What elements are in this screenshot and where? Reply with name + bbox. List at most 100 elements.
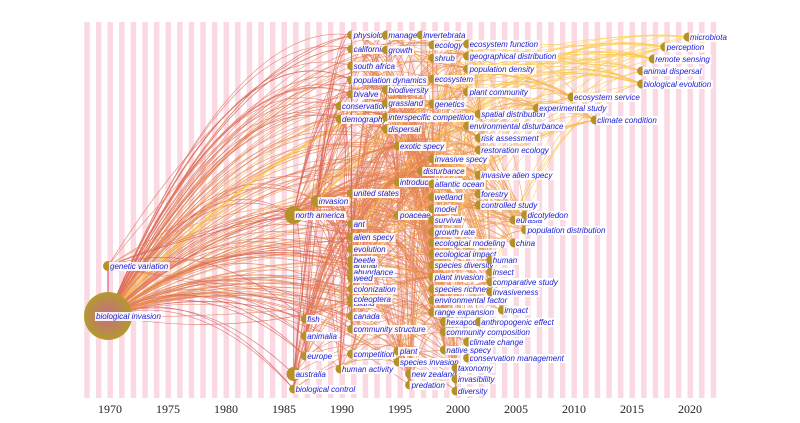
keyword-label: abundance: [354, 268, 394, 277]
link: [107, 199, 294, 317]
keyword-label-background: [480, 318, 556, 327]
keyword-label: poaceae: [399, 211, 431, 220]
keyword-label-background: [352, 233, 396, 242]
link: [304, 158, 433, 337]
keyword-label: animal: [354, 261, 378, 270]
keyword-label: genetics: [435, 100, 465, 109]
keyword-label: population density: [469, 65, 535, 74]
keyword-label: exotic specy: [400, 142, 445, 151]
keyword-label-background: [480, 110, 547, 119]
keyword-label: disturbance: [423, 167, 465, 176]
link: [293, 321, 445, 375]
link: [107, 265, 352, 304]
link: [304, 34, 352, 357]
keyword-label: biological invasion: [96, 312, 161, 321]
keyword-label-background: [351, 31, 394, 40]
keyword-label: ecology: [435, 41, 464, 50]
keyword-label-background: [689, 33, 729, 42]
keyword-label: human: [493, 256, 518, 265]
year-stripe: [664, 22, 670, 398]
year-stripe: [617, 22, 624, 398]
link: [107, 133, 399, 317]
keyword-label-background: [433, 308, 496, 317]
keyword-label: grassland: [388, 99, 423, 108]
keyword-label-background: [433, 205, 458, 214]
keyword-label: community structure: [354, 325, 427, 334]
keyword-label: dispersal: [388, 125, 420, 134]
keyword-label: ecosystem service: [574, 93, 640, 102]
keyword-label: beetle: [354, 256, 376, 265]
keyword-label-background: [433, 155, 489, 164]
keyword-label: ecosystem: [435, 75, 474, 84]
keyword-label-background: [596, 116, 659, 125]
link: [351, 65, 445, 351]
keyword-label-background: [642, 80, 713, 89]
keyword-label: ecological modeling: [435, 239, 506, 248]
link: [351, 304, 468, 359]
keyword-label-background: [491, 288, 540, 297]
year-stripe: [583, 22, 589, 398]
keyword-label-background: [352, 268, 395, 277]
link: [107, 45, 352, 317]
link: [304, 170, 422, 320]
keyword-label-background: [341, 102, 389, 111]
keyword-label-background: [432, 273, 486, 282]
keyword-label-background: [433, 216, 464, 225]
year-stripe: [536, 22, 543, 398]
year-stripe: [652, 22, 659, 398]
year-tick-label: 2020: [678, 402, 702, 416]
keyword-label-background: [468, 40, 540, 49]
year-stripe: [675, 22, 682, 398]
year-stripe: [699, 22, 705, 398]
keyword-label-background: [468, 338, 525, 347]
year-stripe: [559, 22, 566, 398]
year-stripe: [235, 22, 241, 398]
keyword-label-background: [387, 113, 476, 122]
keyword-label: climate change: [470, 338, 524, 347]
year-stripe: [223, 22, 229, 398]
year-tick-label: 1980: [214, 402, 238, 416]
keyword-label-background: [664, 43, 706, 52]
year-stripe: [629, 22, 635, 398]
link: [107, 293, 468, 343]
keyword-label: biological evolution: [644, 80, 712, 89]
link: [351, 303, 433, 355]
year-stripe: [119, 22, 125, 398]
keyword-label: coleoptera: [354, 295, 392, 304]
year-tick-label: 1975: [156, 402, 180, 416]
keyword-label-background: [642, 67, 703, 76]
keyword-label: ant: [354, 220, 366, 229]
keyword-label: interspecific competition: [388, 113, 474, 122]
link: [107, 101, 341, 317]
year-tick-label: 2010: [562, 402, 586, 416]
keyword-label: north america: [296, 211, 345, 220]
keyword-label-background: [306, 315, 322, 324]
keyword-label-background: [445, 318, 484, 327]
keyword-label-background: [398, 211, 433, 220]
keyword-label-background: [294, 385, 357, 394]
keyword-label-background: [352, 245, 388, 254]
keyword-label: climate condition: [597, 116, 657, 125]
keyword-label: china: [516, 239, 536, 248]
keyword-label: conservation management: [470, 354, 565, 363]
keyword-label-background: [351, 76, 428, 85]
keyword-label-background: [352, 62, 397, 71]
link: [107, 257, 306, 320]
keyword-label: invertebrata: [423, 31, 466, 40]
link: [351, 193, 480, 238]
keyword-label-background: [433, 261, 496, 270]
year-tick-label: 2015: [620, 402, 644, 416]
keyword-label: population distribution: [527, 226, 606, 235]
link: [107, 265, 352, 317]
link: [107, 296, 410, 375]
keyword-label-background: [410, 370, 459, 379]
keyword-label: range expansion: [435, 308, 495, 317]
keyword-label-background: [387, 46, 414, 55]
link: [432, 46, 665, 160]
keyword-label: controlled study: [481, 201, 538, 210]
keyword-label-background: [457, 375, 497, 384]
keyword-label-background: [352, 325, 428, 334]
keyword-label-background: [387, 86, 431, 95]
link: [386, 36, 689, 66]
